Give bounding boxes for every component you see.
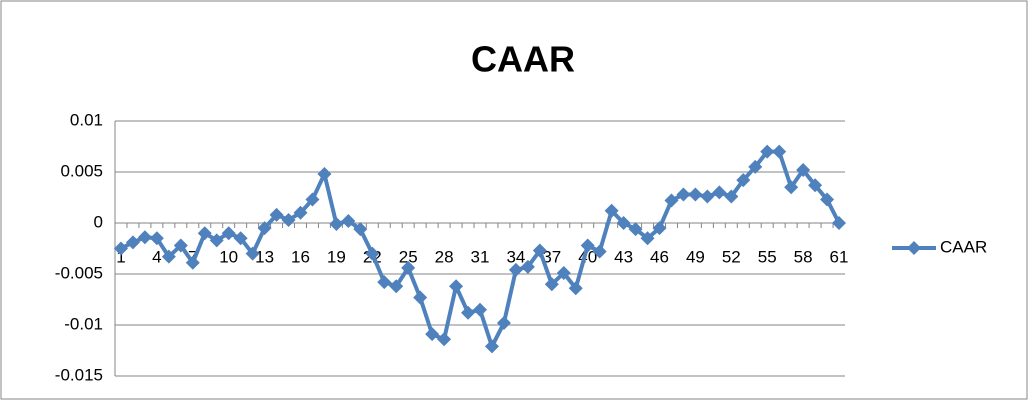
x-tick-label: 10 (219, 247, 238, 266)
point-marker (173, 238, 188, 253)
legend-marker (907, 241, 921, 255)
point-marker (808, 178, 823, 193)
point-marker (437, 332, 452, 347)
point-marker (125, 235, 140, 250)
point-marker (305, 192, 320, 207)
point-marker (401, 260, 416, 275)
point-marker (508, 262, 523, 277)
point-marker (616, 216, 631, 230)
point-marker (113, 241, 128, 256)
point-marker (688, 187, 703, 202)
x-tick-label: 43 (614, 247, 633, 266)
x-tick-label: 13 (255, 247, 274, 266)
point-marker (329, 217, 344, 232)
point-marker (724, 189, 739, 204)
x-tick-label: 25 (399, 247, 418, 266)
x-tick-label: 52 (722, 247, 741, 266)
point-marker (580, 238, 595, 253)
x-tick-label: 58 (794, 247, 813, 266)
point-marker (245, 246, 260, 261)
point-marker (748, 159, 763, 174)
point-marker (628, 222, 643, 237)
point-marker (712, 185, 727, 200)
point-marker (365, 246, 380, 261)
x-tick-label: 61 (830, 247, 849, 266)
y-tick-label: 0.01 (70, 110, 103, 129)
point-marker (281, 212, 296, 227)
legend-label: CAAR (940, 237, 987, 256)
point-marker (449, 279, 464, 294)
point-marker (293, 205, 308, 220)
point-marker (784, 180, 799, 195)
x-tick-label: 31 (471, 247, 490, 266)
point-marker (592, 244, 607, 259)
x-tick-label: 46 (650, 247, 669, 266)
point-marker (796, 162, 811, 177)
point-marker (568, 281, 583, 296)
point-marker (736, 173, 751, 188)
point-marker (425, 327, 440, 342)
point-marker (209, 233, 224, 248)
point-marker (413, 290, 428, 305)
x-tick-label: 1 (116, 247, 125, 266)
point-marker (484, 339, 499, 354)
y-tick-label: -0.01 (64, 314, 103, 333)
x-tick-label: 37 (542, 247, 561, 266)
point-marker (377, 275, 392, 290)
point-marker (832, 216, 847, 230)
point-marker (161, 249, 176, 264)
point-marker (676, 187, 691, 202)
y-tick-label: 0.005 (60, 161, 103, 180)
x-tick-label: 28 (435, 247, 454, 266)
point-marker (353, 222, 368, 237)
point-marker (496, 315, 511, 330)
chart-title: CAAR (471, 39, 575, 80)
x-tick-label: 34 (506, 247, 525, 266)
y-tick-label: -0.015 (55, 365, 103, 384)
point-marker (532, 243, 547, 258)
point-marker (257, 221, 272, 236)
x-tick-label: 19 (327, 247, 346, 266)
point-marker (233, 231, 248, 246)
point-marker (389, 279, 404, 294)
point-marker (221, 226, 236, 241)
x-tick-label: 4 (152, 247, 161, 266)
point-marker (556, 265, 571, 280)
point-marker (604, 203, 619, 218)
y-tick-label: -0.005 (55, 263, 103, 282)
point-marker (640, 231, 655, 246)
x-tick-label: 49 (686, 247, 705, 266)
x-tick-label: 55 (758, 247, 777, 266)
point-marker (137, 230, 152, 245)
x-tick-label: 16 (291, 247, 310, 266)
point-marker (473, 302, 487, 317)
point-marker (820, 192, 835, 207)
point-marker (772, 144, 787, 159)
point-marker (544, 277, 559, 292)
point-marker (652, 221, 667, 236)
point-marker (149, 231, 164, 246)
point-marker (520, 259, 535, 274)
point-marker (185, 255, 200, 270)
point-marker (269, 207, 284, 222)
point-marker (760, 144, 775, 159)
point-marker (341, 213, 356, 228)
point-marker (700, 189, 715, 204)
point-marker (317, 167, 332, 182)
y-tick-label: 0 (94, 212, 103, 231)
point-marker (197, 226, 212, 241)
point-marker (461, 305, 476, 320)
point-marker (664, 193, 679, 208)
